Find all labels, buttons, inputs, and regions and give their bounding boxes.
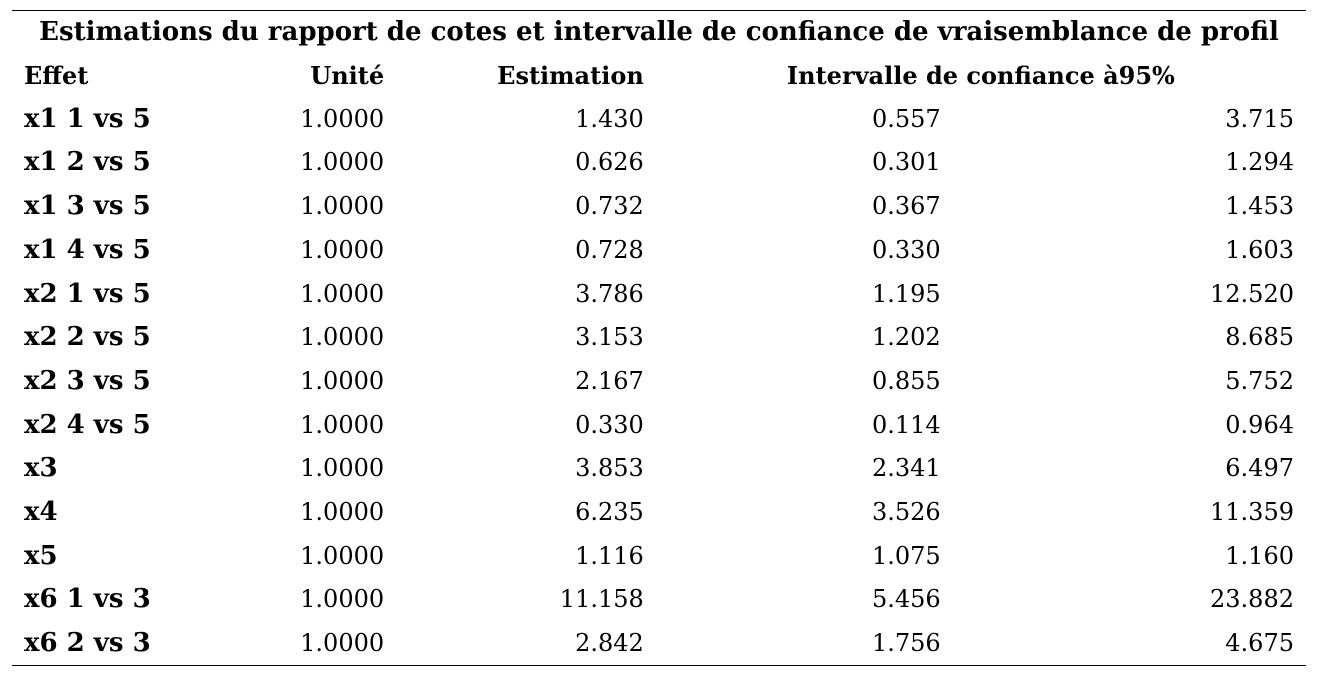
estimate-cell: 1.116	[575, 541, 644, 570]
effect-cell: x2 4 vs 5	[24, 409, 151, 440]
table-row: x1 3 vs 5 1.0000 0.732 0.367 1.453	[12, 185, 1306, 229]
table-body: x1 1 vs 5 1.0000 1.430 0.557 3.715 x1 2 vs 5 1…	[12, 98, 1306, 666]
ci-upper-cell: 3.715	[1225, 104, 1294, 133]
ci-upper-cell: 8.685	[1225, 323, 1294, 352]
ci-lower-cell: 0.114	[871, 410, 941, 439]
unit-cell: 1.0000	[300, 585, 385, 614]
ci-upper-cell: 23.882	[1210, 585, 1294, 614]
effect-cell: x2 3 vs 5	[24, 365, 151, 396]
unit-cell: 1.0000	[300, 323, 385, 352]
odds-ratio-table: Estimations du rapport de cotes et inter…	[12, 11, 1306, 666]
table-row: x6 1 vs 3 1.0000 11.158 5.456 23.882	[12, 578, 1306, 622]
table-row: x2 1 vs 5 1.0000 3.786 1.195 12.520	[12, 273, 1306, 317]
table-row: x2 4 vs 5 1.0000 0.330 0.114 0.964	[12, 404, 1306, 448]
estimate-cell: 0.728	[575, 235, 644, 264]
estimate-cell: 3.153	[575, 323, 644, 352]
table-row: x4 1.0000 6.235 3.526 11.359	[12, 491, 1306, 535]
estimate-cell: 11.158	[559, 585, 644, 614]
ci-lower-cell: 0.367	[871, 192, 941, 221]
table-row: x2 3 vs 5 1.0000 2.167 0.855 5.752	[12, 360, 1306, 404]
unit-cell: 1.0000	[300, 410, 385, 439]
table-caption: Estimations du rapport de cotes et inter…	[39, 17, 1279, 47]
effect-cell: x1 3 vs 5	[24, 191, 151, 222]
header-effect: Effet	[24, 61, 89, 90]
unit-cell: 1.0000	[300, 498, 385, 527]
unit-cell: 1.0000	[300, 541, 385, 570]
table-row: x2 2 vs 5 1.0000 3.153 1.202 8.685	[12, 316, 1306, 360]
ci-lower-cell: 1.195	[871, 279, 941, 308]
ci-lower-cell: 5.456	[871, 585, 941, 614]
unit-cell: 1.0000	[300, 235, 385, 264]
ci-lower-cell: 0.557	[871, 104, 941, 133]
effect-cell: x6 1 vs 3	[24, 584, 151, 615]
table-row: x1 2 vs 5 1.0000 0.626 0.301 1.294	[12, 141, 1306, 185]
unit-cell: 1.0000	[300, 192, 385, 221]
estimate-cell: 6.235	[575, 498, 644, 527]
effect-cell: x5	[24, 540, 58, 571]
table-row: x1 4 vs 5 1.0000 0.728 0.330 1.603	[12, 229, 1306, 273]
ci-upper-cell: 1.603	[1225, 235, 1294, 264]
ci-lower-cell: 1.756	[871, 629, 941, 658]
ci-upper-cell: 1.453	[1225, 192, 1294, 221]
estimate-cell: 0.330	[575, 410, 644, 439]
effect-cell: x1 4 vs 5	[24, 234, 151, 265]
effect-cell: x1 1 vs 5	[24, 103, 151, 134]
estimate-cell: 0.732	[575, 192, 644, 221]
ci-lower-cell: 3.526	[871, 498, 941, 527]
ci-upper-cell: 5.752	[1225, 366, 1294, 395]
unit-cell: 1.0000	[300, 629, 385, 658]
effect-cell: x2 2 vs 5	[24, 322, 151, 353]
ci-upper-cell: 4.675	[1225, 629, 1294, 658]
effect-cell: x6 2 vs 3	[24, 628, 151, 659]
ci-upper-cell: 1.294	[1225, 148, 1294, 177]
estimate-cell: 1.430	[575, 104, 644, 133]
ci-upper-cell: 12.520	[1210, 279, 1294, 308]
ci-upper-cell: 11.359	[1210, 498, 1294, 527]
effect-cell: x2 1 vs 5	[24, 278, 151, 309]
ci-lower-cell: 1.075	[871, 541, 941, 570]
estimate-cell: 0.626	[575, 148, 644, 177]
ci-lower-cell: 0.330	[871, 235, 941, 264]
estimate-cell: 3.786	[575, 279, 644, 308]
header-row: Effet Unité Estimation Intervalle de con…	[12, 54, 1306, 98]
unit-cell: 1.0000	[300, 279, 385, 308]
table-row: x3 1.0000 3.853 2.341 6.497	[12, 447, 1306, 491]
estimate-cell: 2.167	[575, 366, 644, 395]
ci-lower-cell: 1.202	[871, 323, 941, 352]
effect-cell: x1 2 vs 5	[24, 147, 151, 178]
header-estimate: Estimation	[497, 61, 644, 90]
ci-upper-cell: 6.497	[1225, 454, 1294, 483]
odds-ratio-table-container: Estimations du rapport de cotes et inter…	[12, 10, 1306, 666]
header-confidence-interval: Intervalle de confiance à95%	[786, 61, 1175, 90]
unit-cell: 1.0000	[300, 366, 385, 395]
ci-upper-cell: 0.964	[1225, 410, 1294, 439]
header-unit: Unité	[310, 61, 385, 90]
table-row: x6 2 vs 3 1.0000 2.842 1.756 4.675	[12, 622, 1306, 666]
effect-cell: x3	[24, 453, 58, 484]
table-row: x5 1.0000 1.116 1.075 1.160	[12, 535, 1306, 579]
estimate-cell: 3.853	[575, 454, 644, 483]
unit-cell: 1.0000	[300, 148, 385, 177]
unit-cell: 1.0000	[300, 104, 385, 133]
ci-lower-cell: 0.301	[871, 148, 941, 177]
table-row: x1 1 vs 5 1.0000 1.430 0.557 3.715	[12, 98, 1306, 142]
estimate-cell: 2.842	[575, 629, 644, 658]
ci-upper-cell: 1.160	[1225, 541, 1294, 570]
ci-lower-cell: 0.855	[871, 366, 941, 395]
ci-lower-cell: 2.341	[871, 454, 941, 483]
effect-cell: x4	[24, 497, 58, 528]
unit-cell: 1.0000	[300, 454, 385, 483]
